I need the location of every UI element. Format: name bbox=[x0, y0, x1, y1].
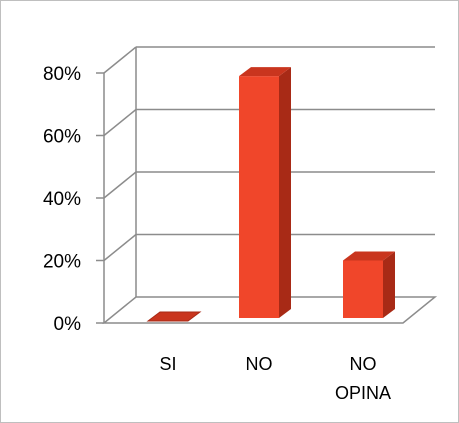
gridline-depth bbox=[103, 108, 137, 137]
bar-top bbox=[343, 251, 395, 261]
y-tick-label: 40% bbox=[43, 189, 81, 210]
gridline-depth bbox=[103, 46, 137, 74]
chart-bars bbox=[146, 67, 395, 322]
y-axis: 0% 20% 40% 60% 80% bbox=[43, 64, 104, 335]
y-tick-label: 20% bbox=[43, 252, 81, 273]
x-category-label: NO bbox=[350, 354, 377, 374]
bar bbox=[343, 251, 395, 318]
bar-side bbox=[383, 251, 395, 318]
bar-flat bbox=[146, 311, 202, 322]
bar bbox=[146, 311, 202, 322]
bar-top bbox=[239, 67, 291, 77]
gridline-depth bbox=[103, 233, 137, 262]
bar-side bbox=[279, 67, 291, 318]
x-category-label: OPINA bbox=[335, 383, 391, 403]
y-tick-label: 80% bbox=[43, 64, 81, 85]
bar-front bbox=[239, 76, 279, 318]
y-tick-label: 0% bbox=[54, 314, 82, 335]
gridline-depth bbox=[103, 171, 137, 199]
bar bbox=[239, 67, 291, 318]
x-axis: SI NO NO OPINA bbox=[159, 354, 391, 403]
bar-front bbox=[343, 260, 383, 318]
x-category-label: NO bbox=[246, 354, 273, 374]
y-tick-label: 60% bbox=[43, 127, 81, 148]
x-category-label: SI bbox=[159, 354, 176, 374]
